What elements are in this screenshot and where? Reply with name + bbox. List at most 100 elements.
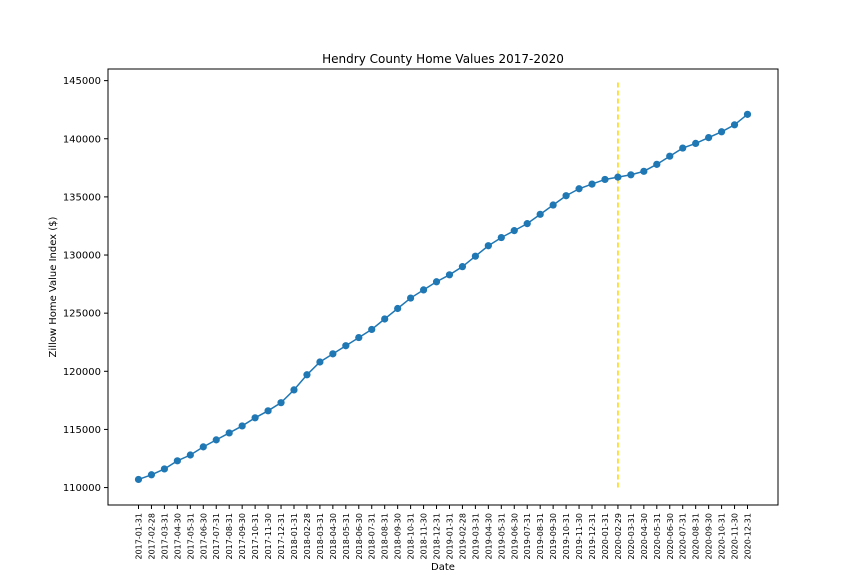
- data-point: [717, 128, 726, 136]
- x-axis-ticks: 2017-01-31 2017-02-28 2017-03-31 2017-04-30…: [135, 505, 753, 560]
- x-tick-label: 2020-06-30: [666, 513, 675, 560]
- x-tick-label: 2020-10-31: [718, 513, 727, 560]
- x-tick-label: 2017-11-30: [264, 513, 273, 560]
- data-point: [264, 407, 272, 415]
- data-point: [679, 144, 687, 152]
- x-axis-label: Date: [431, 562, 455, 573]
- data-point: [173, 457, 181, 465]
- x-tick-label: 2020-07-31: [679, 513, 688, 560]
- y-tick-label: 135000: [63, 192, 101, 203]
- data-point: [562, 192, 570, 200]
- data-point: [692, 139, 700, 148]
- data-point: [445, 271, 454, 279]
- y-axis-label: Zillow Home Value Index ($): [48, 216, 59, 357]
- x-tick-label: 2019-08-31: [536, 513, 545, 560]
- x-tick-label: 2017-08-31: [225, 513, 234, 560]
- chart-title: Hendry County Home Values 2017-2020: [322, 52, 564, 66]
- data-point: [458, 263, 467, 271]
- series-layer: [134, 110, 752, 484]
- x-tick-label: 2017-07-31: [212, 513, 221, 560]
- x-tick-label: 2018-03-31: [316, 513, 325, 560]
- x-tick-label: 2018-11-30: [420, 513, 429, 560]
- x-tick-label: 2019-11-30: [575, 513, 584, 560]
- x-tick-label: 2017-06-30: [199, 513, 208, 560]
- data-point: [432, 278, 441, 286]
- data-point: [640, 167, 648, 175]
- x-tick-label: 2017-09-30: [238, 513, 247, 560]
- data-point: [316, 358, 324, 366]
- data-point: [303, 371, 311, 379]
- data-point: [186, 451, 194, 459]
- y-axis-ticks: 110000 115000 120000 125000 130000 135000 1400…: [63, 76, 108, 494]
- x-tick-label: 2019-01-31: [445, 513, 454, 560]
- data-point: [510, 227, 518, 235]
- x-tick-label: 2019-02-28: [458, 513, 467, 560]
- x-tick-label: 2018-04-30: [329, 513, 338, 560]
- data-point: [484, 242, 492, 250]
- x-tick-label: 2017-01-31: [135, 513, 144, 560]
- data-point: [549, 201, 557, 209]
- data-point: [160, 465, 169, 473]
- x-tick-label: 2020-11-30: [731, 513, 740, 560]
- data-point: [536, 210, 544, 218]
- x-tick-label: 2019-04-30: [484, 513, 493, 560]
- x-tick-label: 2020-05-31: [653, 513, 662, 560]
- data-point: [601, 175, 609, 184]
- data-point: [730, 121, 739, 129]
- y-tick-label: 125000: [63, 309, 101, 320]
- data-point: [199, 443, 207, 451]
- data-point: [614, 173, 622, 181]
- x-tick-label: 2019-05-31: [497, 513, 506, 560]
- x-tick-label: 2018-08-31: [381, 513, 390, 560]
- x-tick-label: 2020-08-31: [692, 513, 701, 560]
- data-point: [329, 350, 337, 358]
- x-tick-label: 2019-09-30: [549, 513, 558, 560]
- x-tick-label: 2020-01-31: [601, 513, 610, 560]
- y-tick-label: 140000: [63, 134, 101, 145]
- data-point: [419, 286, 428, 294]
- x-tick-label: 2019-06-30: [510, 513, 519, 560]
- data-point: [134, 475, 143, 484]
- data-point: [277, 399, 285, 407]
- data-point: [342, 342, 350, 350]
- data-point: [497, 233, 505, 242]
- data-point: [705, 133, 713, 142]
- data-point: [523, 220, 531, 228]
- x-tick-label: 2020-03-31: [627, 513, 636, 560]
- y-tick-label: 115000: [63, 425, 101, 436]
- data-point: [394, 304, 402, 313]
- data-point: [666, 152, 674, 160]
- x-tick-label: 2019-03-31: [471, 513, 480, 560]
- data-point: [743, 110, 752, 118]
- x-tick-label: 2018-10-31: [407, 513, 416, 560]
- x-tick-label: 2018-02-28: [303, 513, 312, 560]
- data-point: [588, 180, 596, 188]
- data-point: [238, 422, 246, 430]
- data-point: [147, 471, 156, 479]
- data-point: [290, 386, 298, 394]
- x-tick-label: 2018-01-31: [290, 513, 299, 560]
- x-tick-label: 2018-09-30: [394, 513, 403, 560]
- x-tick-label: 2020-09-30: [705, 513, 714, 560]
- data-point: [407, 294, 415, 302]
- data-point: [368, 325, 376, 334]
- x-tick-label: 2020-12-31: [744, 513, 753, 560]
- x-tick-label: 2017-03-31: [160, 513, 169, 560]
- x-tick-label: 2020-02-29: [614, 513, 623, 560]
- data-point: [575, 185, 583, 193]
- plot-area: [107, 68, 779, 506]
- data-point: [212, 436, 220, 444]
- x-tick-label: 2019-07-31: [523, 513, 532, 560]
- data-point: [355, 333, 363, 342]
- data-point: [381, 315, 389, 323]
- data-point: [471, 252, 479, 260]
- x-tick-label: 2018-05-31: [342, 513, 351, 560]
- x-tick-label: 2018-07-31: [368, 513, 377, 560]
- x-tick-label: 2020-04-30: [640, 513, 649, 560]
- x-tick-label: 2019-12-31: [588, 513, 597, 560]
- x-tick-label: 2017-02-28: [147, 513, 156, 560]
- data-point: [225, 429, 233, 437]
- x-tick-label: 2018-06-30: [355, 513, 364, 560]
- x-tick-label: 2017-04-30: [173, 513, 182, 560]
